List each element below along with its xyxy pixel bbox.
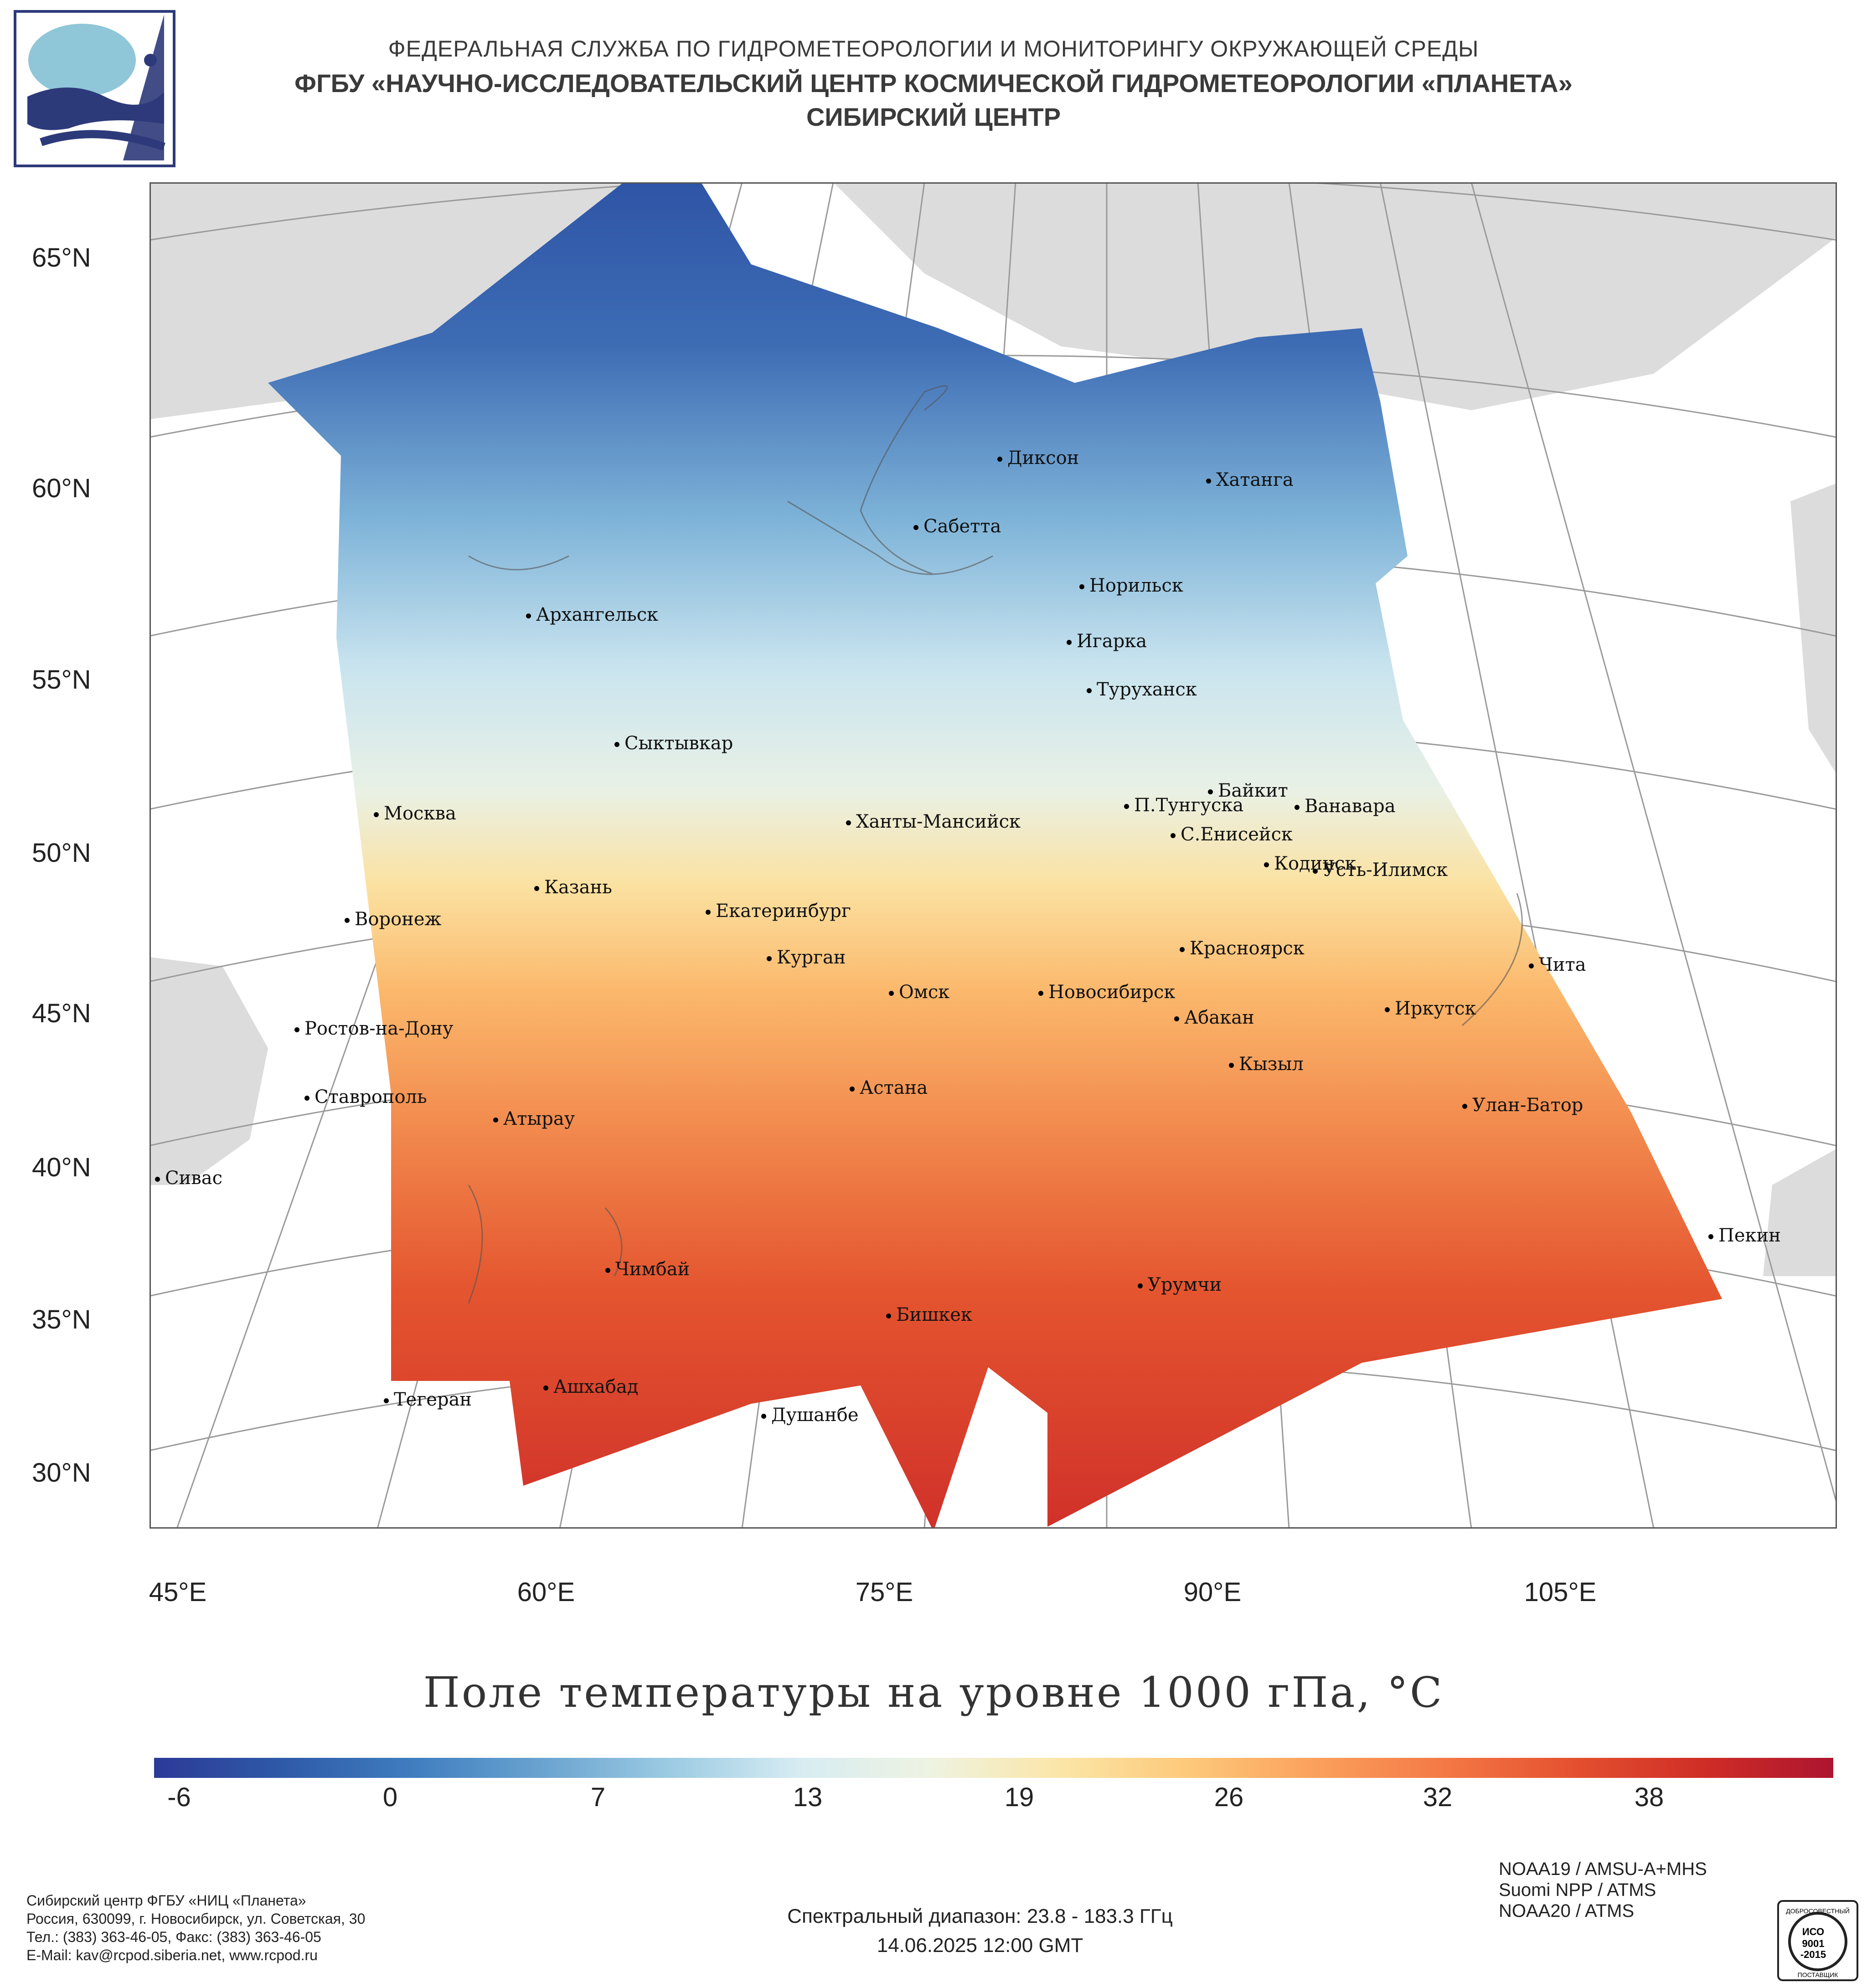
- lat-label-30: 30°N: [32, 1458, 91, 1488]
- lat-label-50: 50°N: [32, 838, 91, 868]
- city-label: Байкит: [1208, 780, 1288, 801]
- city-label: Астана: [849, 1077, 928, 1098]
- center-name: ФГБУ «НАУЧНО-ИССЛЕДОВАТЕЛЬСКИЙ ЦЕНТР КОС…: [294, 69, 1573, 98]
- city-label: Норильск: [1079, 575, 1183, 596]
- lat-label-55: 55°N: [32, 665, 91, 695]
- org-email: E-Mail: kav@rcpod.siberia.net, www.rcpod…: [26, 1947, 318, 1963]
- map-title: Поле температуры на уровне 1000 гПа, °C: [423, 1668, 1444, 1717]
- lat-label-60: 60°N: [32, 474, 91, 503]
- colorbar-tick: 7: [590, 1782, 606, 1812]
- sensor-item: Suomi NPP / ATMS: [1499, 1880, 1656, 1900]
- city-label: Ханты-Мансийск: [846, 811, 1021, 832]
- svg-text:ПОСТАВЩИК: ПОСТАВЩИК: [1798, 1971, 1839, 1978]
- city-label: Усть-Илимск: [1312, 860, 1448, 881]
- city-label: Омск: [888, 982, 950, 1003]
- colorbar-tick: 26: [1214, 1782, 1244, 1812]
- lat-label-35: 35°N: [32, 1305, 91, 1334]
- svg-text:9001: 9001: [1802, 1938, 1825, 1949]
- lat-label-40: 40°N: [32, 1153, 91, 1182]
- colorbar-tick: 32: [1423, 1782, 1453, 1812]
- city-label: Ростов-на-Дону: [294, 1018, 454, 1039]
- city-label: Душанбе: [761, 1405, 859, 1426]
- observation-datetime: 14.06.2025 12:00 GMT: [877, 1934, 1083, 1957]
- lat-label-45: 45°N: [32, 999, 91, 1028]
- city-label: Ванавара: [1295, 796, 1396, 817]
- city-label: Иркутск: [1385, 998, 1476, 1019]
- city-label: Сыктывкар: [614, 733, 733, 754]
- city-label: Москва: [374, 803, 456, 824]
- org-name: Сибирский центр ФГБУ «НИЦ «Планета»: [26, 1892, 306, 1909]
- city-label: Архангельск: [526, 604, 659, 625]
- colorbar-tick: -6: [167, 1782, 191, 1812]
- city-label: Урумчи: [1137, 1274, 1222, 1295]
- city-label: Чимбай: [605, 1259, 690, 1280]
- lon-label-75: 75°E: [855, 1577, 913, 1607]
- city-label: Ашхабад: [543, 1376, 639, 1397]
- lon-label-45: 45°E: [149, 1577, 207, 1607]
- iso-seal: ДОБРОСОВЕСТНЫЙ ИСО 9001 -2015 ПОСТАВЩИК: [1777, 1900, 1858, 1981]
- city-label: Улан-Батор: [1462, 1095, 1583, 1116]
- agency-name: ФЕДЕРАЛЬНАЯ СЛУЖБА ПО ГИДРОМЕТЕОРОЛОГИИ …: [388, 36, 1479, 62]
- lon-label-60: 60°E: [517, 1577, 575, 1607]
- lon-label-90: 90°E: [1183, 1577, 1242, 1607]
- org-address: Россия, 630099, г. Новосибирск, ул. Сове…: [26, 1911, 366, 1927]
- colorbar-tick: 0: [382, 1782, 398, 1812]
- sensor-item: NOAA20 / ATMS: [1499, 1901, 1635, 1921]
- city-label: Диксон: [997, 448, 1079, 469]
- city-label: Казань: [534, 877, 612, 898]
- city-label: Пекин: [1708, 1225, 1781, 1246]
- city-label: П.Тунгуска: [1124, 795, 1244, 816]
- branch-name: СИБИРСКИЙ ЦЕНТР: [806, 103, 1061, 131]
- city-label: Бишкек: [886, 1304, 972, 1325]
- colorbar: [154, 1758, 1833, 1778]
- city-label: Туруханск: [1087, 679, 1197, 700]
- city-label: С.Енисейск: [1171, 824, 1293, 845]
- lat-label-65: 65°N: [32, 243, 91, 273]
- city-label: Красноярск: [1180, 938, 1305, 959]
- city-label: Воронеж: [344, 909, 442, 930]
- org-phone: Тел.: (383) 363-46-05, Факс: (383) 363-4…: [26, 1929, 321, 1945]
- colorbar-tick: 19: [1004, 1782, 1034, 1812]
- temperature-map: [150, 182, 1837, 1529]
- svg-text:-2015: -2015: [1800, 1949, 1826, 1960]
- city-label: Сивас: [155, 1168, 223, 1189]
- city-label: Курган: [767, 947, 846, 968]
- city-label: Екатеринбург: [706, 901, 851, 922]
- planeta-logo: [14, 10, 175, 167]
- org-info: Сибирский центр ФГБУ «НИЦ «Планета» Росс…: [26, 1891, 365, 1964]
- city-label: Абакан: [1174, 1007, 1254, 1028]
- colorbar-tick: 38: [1634, 1782, 1664, 1812]
- city-label: Кызыл: [1229, 1054, 1304, 1075]
- svg-text:ИСО: ИСО: [1802, 1926, 1824, 1937]
- lon-label-105: 105°E: [1524, 1577, 1597, 1607]
- sensor-list: NOAA19 / AMSU-A+MHS Suomi NPP / ATMS NOA…: [1499, 1859, 1707, 1921]
- svg-text:ДОБРОСОВЕСТНЫЙ: ДОБРОСОВЕСТНЫЙ: [1786, 1907, 1850, 1915]
- colorbar-tick: 13: [793, 1782, 823, 1812]
- city-label: Ставрополь: [304, 1087, 427, 1107]
- spectral-range: Спектральный диапазон: 23.8 - 183.3 ГГц: [787, 1905, 1173, 1927]
- city-label: Атырау: [493, 1108, 575, 1129]
- city-label: Новосибирск: [1038, 982, 1176, 1003]
- sensor-item: NOAA19 / AMSU-A+MHS: [1499, 1859, 1707, 1879]
- city-label: Игарка: [1066, 631, 1147, 652]
- city-label: Чита: [1529, 954, 1586, 975]
- city-label: Хатанга: [1206, 469, 1294, 490]
- city-label: Тегеран: [383, 1389, 472, 1410]
- city-label: Сабетта: [913, 516, 1001, 537]
